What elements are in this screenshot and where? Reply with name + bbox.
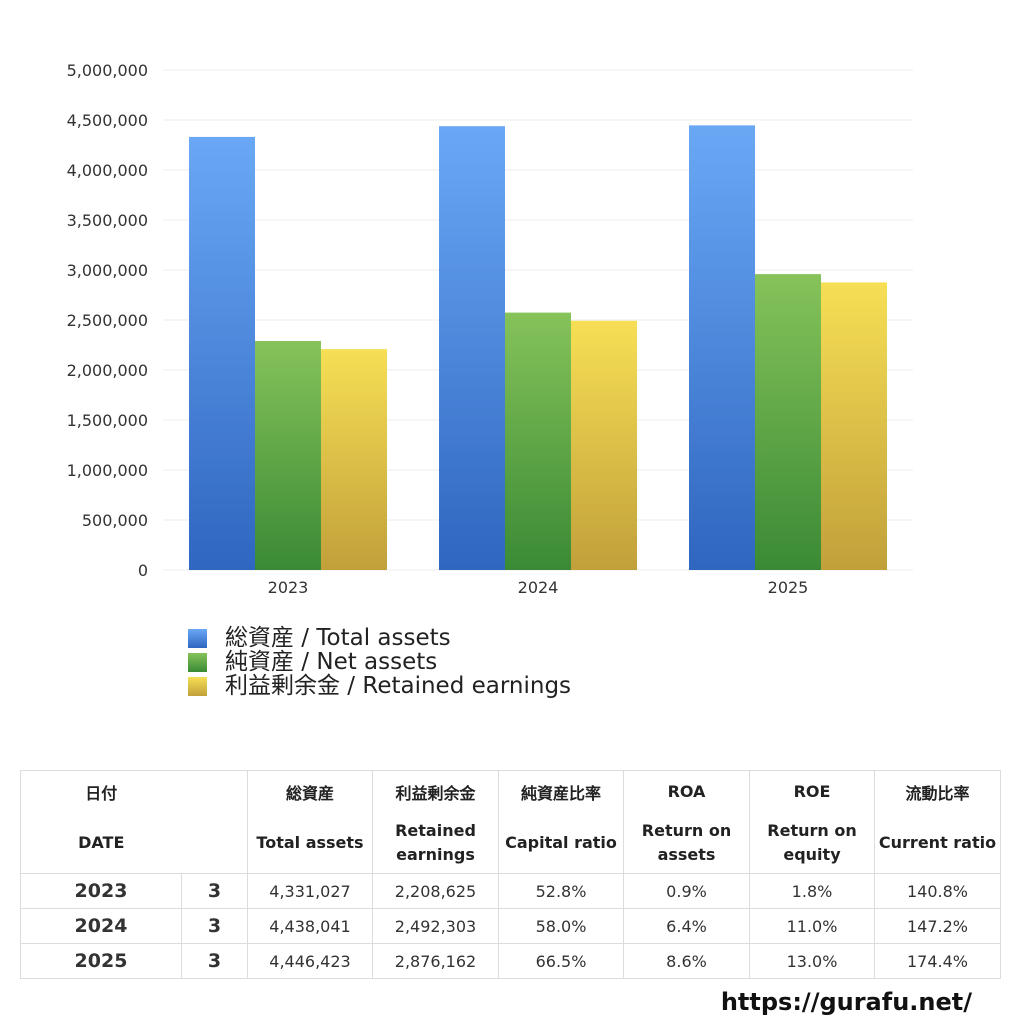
x-tick-label: 2024 xyxy=(518,578,559,597)
legend-swatch-retained-earnings xyxy=(188,676,207,696)
row-year: 2023 xyxy=(20,873,182,909)
header-roa-jp: ROA xyxy=(623,770,750,812)
table-row: 2025 3 4,446,423 2,876,162 66.5% 8.6% 13… xyxy=(20,943,1001,979)
legend-item-net-assets: 純資産 / Net assets xyxy=(188,650,571,674)
y-tick-label: 1,000,000 xyxy=(67,461,148,480)
header-date-en: DATE xyxy=(20,812,182,874)
bar-net-assets-2023 xyxy=(255,341,321,570)
header-total-assets-jp: 総資産 xyxy=(247,770,373,812)
table-header-en: DATE Total assets Retained earnings Capi… xyxy=(20,812,1001,874)
y-tick-label: 1,500,000 xyxy=(67,411,148,430)
y-tick-label: 3,500,000 xyxy=(67,211,148,230)
row-retained: 2,492,303 xyxy=(372,908,499,944)
legend-swatch-net-assets xyxy=(188,652,207,672)
bar-total-assets-2024 xyxy=(439,126,505,571)
row-year: 2024 xyxy=(20,908,182,944)
y-tick-label: 4,500,000 xyxy=(67,111,148,130)
y-tick-label: 2,500,000 xyxy=(67,311,148,330)
row-month: 3 xyxy=(181,873,248,909)
header-current-ratio-jp: 流動比率 xyxy=(874,770,1001,812)
legend-item-retained-earnings: 利益剰余金 / Retained earnings xyxy=(188,674,571,698)
header-retained-jp: 利益剰余金 xyxy=(372,770,499,812)
row-capital-ratio: 66.5% xyxy=(498,943,624,979)
y-tick-label: 2,000,000 xyxy=(67,361,148,380)
row-retained: 2,876,162 xyxy=(372,943,499,979)
row-month: 3 xyxy=(181,943,248,979)
y-tick-label: 3,000,000 xyxy=(67,261,148,280)
table-row: 2024 3 4,438,041 2,492,303 58.0% 6.4% 11… xyxy=(20,908,1001,944)
header-capital-ratio-en: Capital ratio xyxy=(498,812,624,874)
header-month-jp xyxy=(181,770,248,812)
row-roa: 0.9% xyxy=(623,873,750,909)
header-total-assets-en: Total assets xyxy=(247,812,373,874)
row-current-ratio: 147.2% xyxy=(874,908,1001,944)
site-url[interactable]: https://gurafu.net/ xyxy=(720,988,972,1016)
y-tick-label: 0 xyxy=(138,561,148,580)
header-retained-en: Retained earnings xyxy=(372,812,499,874)
legend-label-retained-earnings: 利益剰余金 / Retained earnings xyxy=(225,673,572,699)
x-tick-label: 2023 xyxy=(268,578,309,597)
bar-net-assets-2024 xyxy=(505,312,571,570)
legend-swatch-total-assets xyxy=(188,628,207,648)
x-axis-ticks: 2023 2024 2025 xyxy=(268,578,809,597)
row-year: 2025 xyxy=(20,943,182,979)
row-roe: 13.0% xyxy=(749,943,875,979)
bar-retained-earnings-2025 xyxy=(821,282,887,570)
y-tick-label: 4,000,000 xyxy=(67,161,148,180)
row-roa: 8.6% xyxy=(623,943,750,979)
table-row: 2023 3 4,331,027 2,208,625 52.8% 0.9% 1.… xyxy=(20,873,1001,909)
bar-chart: 0 500,000 1,000,000 1,500,000 2,000,000 2,500… xyxy=(67,61,913,597)
row-total-assets: 4,331,027 xyxy=(247,873,373,909)
bar-total-assets-2023 xyxy=(189,136,255,571)
row-roe: 11.0% xyxy=(749,908,875,944)
header-month-en xyxy=(181,812,248,874)
bar-retained-earnings-2024 xyxy=(571,320,637,570)
row-retained: 2,208,625 xyxy=(372,873,499,909)
header-roa-en: Return on assets xyxy=(623,812,750,874)
row-total-assets: 4,446,423 xyxy=(247,943,373,979)
row-capital-ratio: 58.0% xyxy=(498,908,624,944)
row-capital-ratio: 52.8% xyxy=(498,873,624,909)
x-tick-label: 2025 xyxy=(768,578,809,597)
row-total-assets: 4,438,041 xyxy=(247,908,373,944)
row-month: 3 xyxy=(181,908,248,944)
row-roe: 1.8% xyxy=(749,873,875,909)
row-current-ratio: 174.4% xyxy=(874,943,1001,979)
legend-label-net-assets: 純資産 / Net assets xyxy=(225,649,438,675)
y-tick-label: 500,000 xyxy=(82,511,148,530)
row-roa: 6.4% xyxy=(623,908,750,944)
header-roe-en: Return on equity xyxy=(749,812,875,874)
row-current-ratio: 140.8% xyxy=(874,873,1001,909)
y-tick-label: 5,000,000 xyxy=(67,61,148,80)
legend-item-total-assets: 総資産 / Total assets xyxy=(188,626,571,650)
bar-retained-earnings-2023 xyxy=(321,349,387,570)
y-axis-ticks: 0 500,000 1,000,000 1,500,000 2,000,000 2,500… xyxy=(67,61,148,580)
bar-total-assets-2025 xyxy=(689,125,755,570)
header-current-ratio-en: Current ratio xyxy=(874,812,1001,874)
header-roe-jp: ROE xyxy=(749,770,875,812)
legend: 総資産 / Total assets 純資産 / Net assets 利益剰余… xyxy=(188,626,571,698)
header-date-jp: 日付 xyxy=(20,770,182,812)
header-capital-ratio-jp: 純資産比率 xyxy=(498,770,624,812)
bar-net-assets-2025 xyxy=(755,274,821,570)
bars xyxy=(189,125,887,571)
legend-label-total-assets: 総資産 / Total assets xyxy=(225,625,451,651)
financial-table: 日付 総資産 利益剰余金 純資産比率 ROA ROE 流動比率 DATE Tot… xyxy=(20,770,1001,979)
table-header-jp: 日付 総資産 利益剰余金 純資産比率 ROA ROE 流動比率 xyxy=(20,770,1001,812)
